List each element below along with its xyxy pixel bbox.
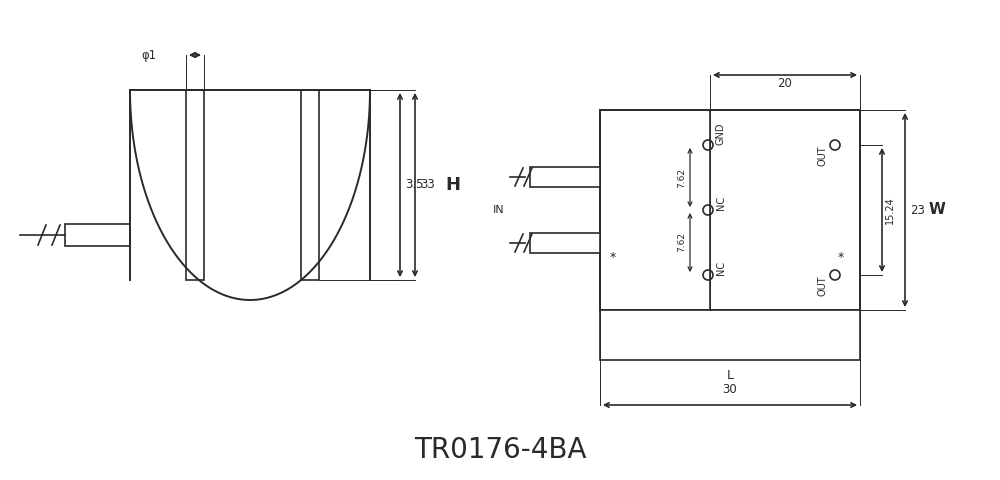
Bar bbox=[600, 310, 860, 360]
Bar bbox=[600, 110, 860, 310]
Text: NC: NC bbox=[716, 196, 726, 210]
Text: H: H bbox=[445, 176, 460, 194]
Text: 3.5: 3.5 bbox=[405, 179, 424, 192]
Text: OUT: OUT bbox=[817, 145, 827, 166]
Text: GND: GND bbox=[716, 122, 726, 145]
Text: 15.24: 15.24 bbox=[885, 196, 895, 224]
Text: W: W bbox=[929, 203, 946, 217]
Bar bbox=[65, 224, 130, 246]
Text: 20: 20 bbox=[778, 77, 792, 90]
Bar bbox=[530, 167, 600, 187]
Text: *: * bbox=[610, 251, 616, 264]
Text: NC: NC bbox=[716, 261, 726, 275]
Bar bbox=[301, 90, 319, 280]
Text: 23: 23 bbox=[910, 204, 925, 216]
Text: 33: 33 bbox=[420, 179, 435, 192]
Text: 7.62: 7.62 bbox=[677, 168, 686, 188]
Bar bbox=[530, 233, 600, 253]
Text: φ1: φ1 bbox=[141, 48, 156, 61]
Text: IN: IN bbox=[493, 205, 505, 215]
Bar bbox=[186, 90, 204, 280]
Text: *: * bbox=[838, 251, 844, 264]
Text: L: L bbox=[726, 369, 734, 382]
Text: 7.62: 7.62 bbox=[677, 232, 686, 252]
Text: 30: 30 bbox=[723, 383, 737, 396]
Text: OUT: OUT bbox=[817, 275, 827, 296]
Text: TR0176-4BA: TR0176-4BA bbox=[414, 436, 586, 464]
